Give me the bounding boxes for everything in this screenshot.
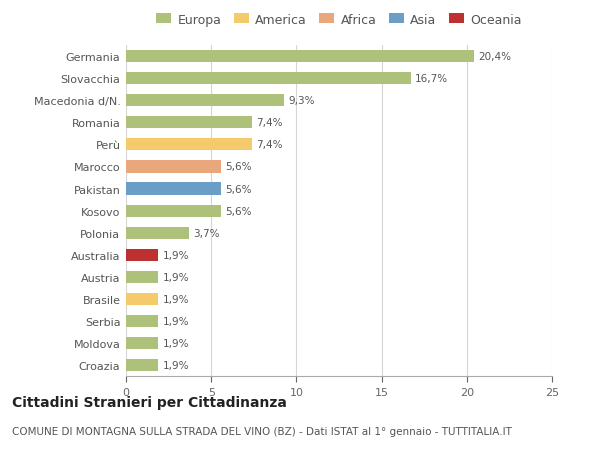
Text: 1,9%: 1,9% — [163, 272, 189, 282]
Bar — [126, 117, 252, 129]
Text: 5,6%: 5,6% — [226, 206, 252, 216]
Bar — [126, 161, 221, 173]
Text: 5,6%: 5,6% — [226, 184, 252, 194]
Bar — [126, 95, 284, 107]
Bar — [126, 227, 189, 239]
Text: 1,9%: 1,9% — [163, 360, 189, 370]
Text: 5,6%: 5,6% — [226, 162, 252, 172]
Bar — [126, 183, 221, 195]
Bar — [126, 249, 158, 261]
Text: COMUNE DI MONTAGNA SULLA STRADA DEL VINO (BZ) - Dati ISTAT al 1° gennaio - TUTTI: COMUNE DI MONTAGNA SULLA STRADA DEL VINO… — [12, 426, 512, 436]
Bar — [126, 337, 158, 349]
Text: Cittadini Stranieri per Cittadinanza: Cittadini Stranieri per Cittadinanza — [12, 395, 287, 409]
Bar — [126, 359, 158, 371]
Text: 1,9%: 1,9% — [163, 250, 189, 260]
Bar — [126, 73, 410, 85]
Bar — [126, 293, 158, 305]
Text: 7,4%: 7,4% — [256, 140, 283, 150]
Bar — [126, 139, 252, 151]
Text: 7,4%: 7,4% — [256, 118, 283, 128]
Text: 1,9%: 1,9% — [163, 294, 189, 304]
Text: 1,9%: 1,9% — [163, 316, 189, 326]
Text: 9,3%: 9,3% — [289, 96, 315, 106]
Text: 16,7%: 16,7% — [415, 74, 448, 84]
Bar — [126, 205, 221, 217]
Bar — [126, 271, 158, 283]
Legend: Europa, America, Africa, Asia, Oceania: Europa, America, Africa, Asia, Oceania — [156, 13, 522, 27]
Text: 20,4%: 20,4% — [478, 52, 511, 62]
Bar — [126, 51, 473, 63]
Text: 3,7%: 3,7% — [193, 228, 220, 238]
Text: 1,9%: 1,9% — [163, 338, 189, 348]
Bar — [126, 315, 158, 327]
